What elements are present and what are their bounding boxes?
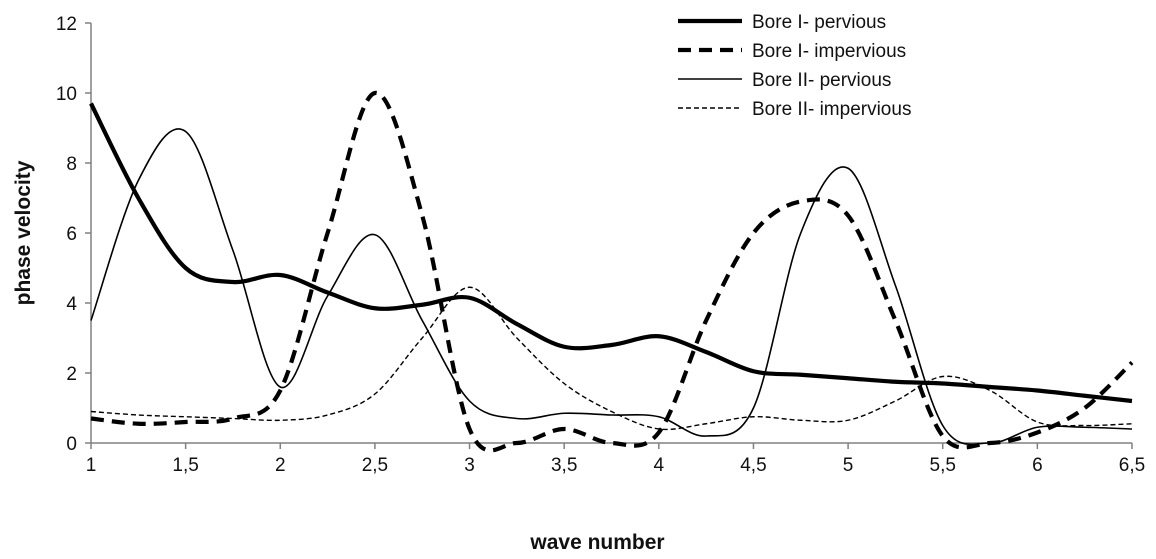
legend-label-3: Bore II- pervious <box>752 70 891 91</box>
x-tick-label: 1 <box>86 455 97 476</box>
legend-label-1: Bore I- pervious <box>752 12 886 33</box>
x-tick-label: 6,5 <box>1119 455 1145 476</box>
y-axis-title: phase velocity <box>12 160 35 305</box>
x-tick-label: 4 <box>654 455 665 476</box>
y-tick-label: 12 <box>56 14 77 35</box>
series-line-2 <box>90 90 1134 453</box>
y-tick-label: 0 <box>66 434 77 455</box>
x-tick-label: 1,5 <box>172 455 198 476</box>
series-line-1 <box>89 102 1133 404</box>
legend-label-2: Bore I- impervious <box>752 41 906 62</box>
y-tick-label: 8 <box>66 154 77 175</box>
y-axis-ticks: 0 2 4 6 8 10 12 <box>56 14 91 455</box>
y-tick-label: 10 <box>56 84 77 105</box>
legend-label-4: Bore II- impervious <box>752 99 911 120</box>
y-tick-label: 2 <box>66 364 77 385</box>
series-line-3 <box>90 128 1133 446</box>
axes <box>90 23 1132 444</box>
x-axis-title: wave number <box>529 531 664 554</box>
x-tick-label: 3 <box>464 455 475 476</box>
x-tick-label: 2,5 <box>362 455 388 476</box>
x-tick-label: 6 <box>1032 455 1043 476</box>
y-tick-label: 6 <box>66 224 77 245</box>
series-group <box>89 90 1134 453</box>
y-tick-label: 4 <box>66 294 77 315</box>
x-tick-label: 3,5 <box>551 455 577 476</box>
x-tick-label: 4,5 <box>740 455 766 476</box>
x-tick-label: 5,5 <box>930 455 956 476</box>
x-tick-label: 5 <box>843 455 854 476</box>
x-axis-ticks: 1 1,5 2 2,5 3 3,5 4 4,5 5 5,5 6 6,5 <box>86 443 1145 476</box>
legend: Bore I- pervious Bore I- impervious Bore I… <box>678 12 911 120</box>
series-line-4 <box>90 286 1133 431</box>
x-tick-label: 2 <box>275 455 286 476</box>
